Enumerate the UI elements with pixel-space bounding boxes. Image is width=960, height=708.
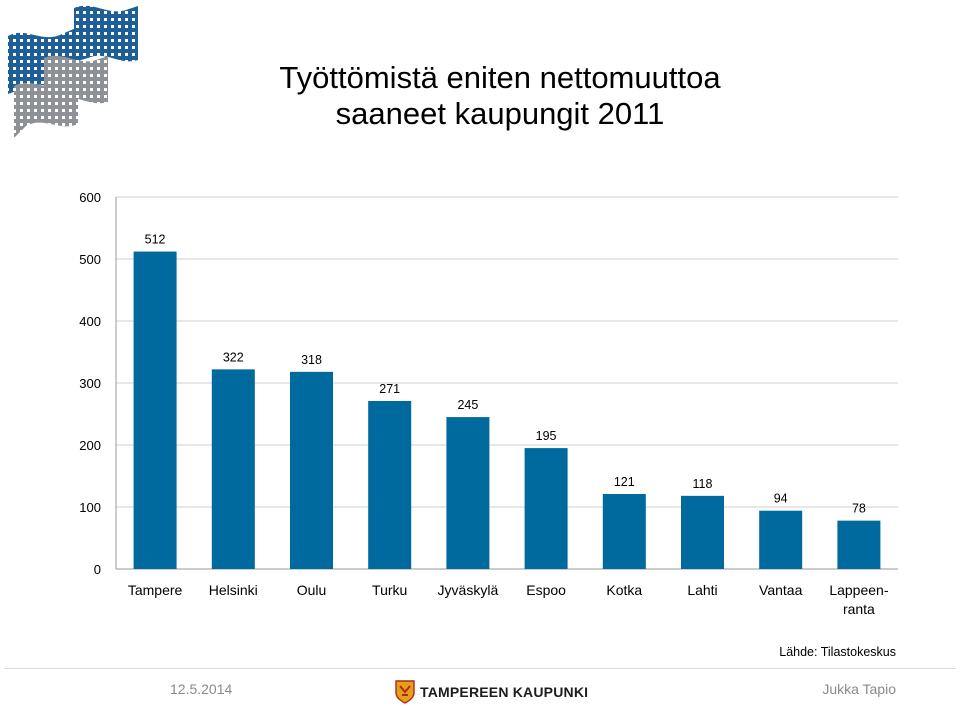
category-label: Espoo — [526, 582, 566, 598]
bar — [133, 251, 177, 569]
value-label: 245 — [457, 398, 478, 412]
y-tick-label: 300 — [79, 376, 101, 391]
value-label: 322 — [223, 350, 244, 364]
city-logo: TAMPEREEN KAUPUNKI — [395, 680, 588, 704]
value-label: 318 — [301, 353, 322, 367]
category-label: Kotka — [606, 582, 642, 598]
value-label: 512 — [145, 233, 166, 247]
category-label: Vantaa — [759, 582, 803, 598]
category-label: Oulu — [297, 582, 327, 598]
value-label: 195 — [536, 429, 557, 443]
category-label: Helsinki — [209, 582, 258, 598]
bar — [602, 493, 646, 569]
city-crest-icon — [395, 680, 415, 704]
chart-title: Työttömistä eniten nettomuuttoa saaneet … — [180, 60, 820, 132]
bar — [759, 510, 803, 569]
category-label: Tampere — [128, 582, 183, 598]
value-label: 118 — [693, 477, 713, 491]
category-label: Turku — [372, 582, 407, 598]
bar — [211, 369, 255, 569]
bar — [681, 495, 724, 569]
category-label: ranta — [843, 601, 875, 617]
bar-chart: 0 100 200 300 400 500 600 512 Tampere 322 Helsinki… — [79, 190, 898, 617]
footer-author: Jukka Tapio — [822, 681, 896, 697]
y-tick-label: 200 — [79, 438, 101, 453]
y-tick-label: 100 — [79, 500, 101, 515]
bar — [368, 400, 412, 569]
footer-date: 12.5.2014 — [170, 681, 233, 697]
logo-wave-grey-front — [14, 80, 78, 138]
y-tick-label: 500 — [79, 252, 101, 267]
bar — [837, 520, 881, 569]
value-label: 271 — [379, 382, 400, 396]
city-name: TAMPEREEN KAUPUNKI — [420, 684, 589, 700]
category-label: Lappeen- — [829, 582, 889, 598]
value-label: 78 — [852, 502, 866, 516]
bar — [524, 448, 568, 569]
category-label: Lahti — [687, 582, 717, 598]
source-note: Lähde: Tilastokeskus — [779, 645, 896, 659]
bar — [290, 371, 333, 569]
y-tick-label: 600 — [79, 190, 101, 205]
footer-divider — [4, 668, 956, 669]
title-line-1: Työttömistä eniten nettomuuttoa — [279, 60, 721, 95]
organization-logo — [8, 5, 138, 138]
y-tick-label: 400 — [79, 314, 101, 329]
value-label: 121 — [614, 475, 635, 489]
value-label: 94 — [774, 492, 788, 506]
logo-wave-blue-back — [74, 5, 138, 62]
bar — [446, 417, 490, 569]
category-label: Jyväskylä — [438, 582, 499, 598]
title-line-2: saaneet kaupungit 2011 — [335, 96, 665, 131]
y-tick-label: 0 — [94, 562, 101, 577]
